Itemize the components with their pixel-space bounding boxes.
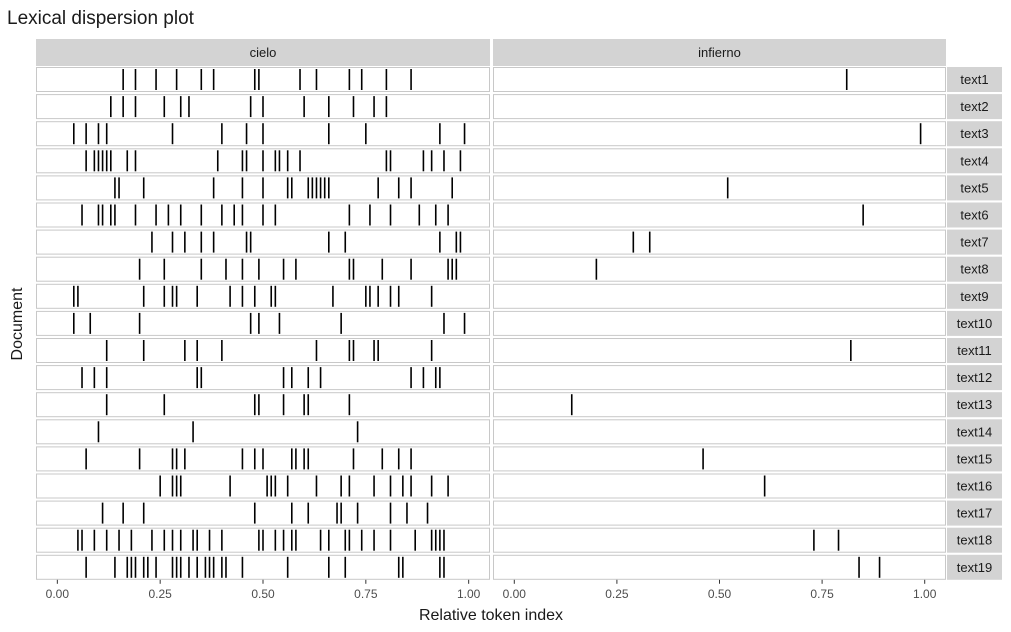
- document-label-text17: text17: [957, 506, 992, 521]
- panel-row: [493, 229, 946, 255]
- panel-row: [493, 175, 946, 201]
- document-strip-text3: [947, 121, 1002, 147]
- x-tick-label: 0.50: [708, 587, 732, 601]
- panel-row: [36, 256, 490, 282]
- panel-row: [36, 419, 490, 445]
- document-strip-text4: [947, 148, 1002, 174]
- panel-row: [36, 310, 490, 336]
- dispersion-marks: [72, 69, 922, 578]
- chart-title: Lexical dispersion plot: [7, 8, 195, 29]
- x-tick-label: 0.25: [605, 587, 629, 601]
- x-tick-label: 0.00: [46, 587, 70, 601]
- document-label-text11: text11: [957, 343, 991, 358]
- document-strip-text16: [947, 473, 1002, 499]
- facet-strip-infierno: [493, 39, 946, 66]
- panel-row: [493, 419, 946, 445]
- facet-label-cielo: cielo: [250, 45, 277, 60]
- panel-row: [493, 446, 946, 472]
- document-strip-text13: [947, 392, 1002, 418]
- panel-row: [36, 365, 490, 391]
- document-strip-text18: [947, 527, 1002, 553]
- document-strip-text8: [947, 256, 1002, 282]
- x-tick-label: 0.25: [148, 587, 172, 601]
- panel-row: [493, 310, 946, 336]
- x-tick-label: 1.00: [457, 587, 481, 601]
- panel-row: [493, 256, 946, 282]
- panel-row: [493, 554, 946, 580]
- document-strip-text6: [947, 202, 1002, 228]
- document-label-text9: text9: [960, 289, 988, 304]
- panel-row: [36, 473, 490, 499]
- document-label-text6: text6: [960, 208, 988, 223]
- document-strip-text17: [947, 500, 1002, 526]
- x-tick-label: 1.00: [913, 587, 937, 601]
- panel-row: [36, 392, 490, 418]
- document-label-text2: text2: [960, 99, 988, 114]
- panel-row: [36, 338, 490, 363]
- document-label-text1: text1: [960, 72, 988, 87]
- document-strip-text19: [947, 554, 1002, 580]
- document-strip-text15: [947, 446, 1002, 472]
- document-label-text14: text14: [957, 424, 992, 439]
- document-strip-text12: [947, 365, 1002, 391]
- document-label-text15: text15: [957, 451, 992, 466]
- document-strip-text14: [947, 419, 1002, 445]
- document-label-text8: text8: [960, 262, 988, 277]
- panel-row: [493, 202, 946, 228]
- panel-row: [493, 148, 946, 174]
- document-label-text5: text5: [960, 180, 988, 195]
- facet-label-infierno: infierno: [698, 45, 741, 60]
- document-label-text18: text18: [957, 533, 992, 548]
- panel-row: [36, 500, 490, 526]
- panel-row: [36, 283, 490, 309]
- document-label-text16: text16: [957, 479, 992, 494]
- x-axes: 0.00 0.25 0.50 0.75 1.00 0.00 0.25 0.50 0.75 1.00: [46, 579, 937, 601]
- x-tick-label: 0.75: [810, 587, 834, 601]
- document-label-text12: text12: [957, 370, 992, 385]
- facet-panels: cielo infierno: [36, 39, 946, 580]
- panel-row: [36, 554, 490, 580]
- panel-row: [493, 527, 946, 553]
- facet-strip-cielo: [36, 39, 490, 66]
- x-tick-label: 0.75: [354, 587, 378, 601]
- document-strip-text1: [947, 67, 1002, 92]
- panel-row: [493, 121, 946, 147]
- panel-row: [493, 94, 946, 120]
- panel-row: [36, 229, 490, 255]
- document-strip-text2: [947, 94, 1002, 120]
- panel-row: [493, 283, 946, 309]
- panel-row: [493, 500, 946, 526]
- document-strip-text9: [947, 283, 1002, 309]
- document-strip-text11: [947, 338, 1002, 363]
- document-label-text7: text7: [960, 235, 988, 250]
- x-tick-label: 0.50: [251, 587, 275, 601]
- document-strip-text7: [947, 229, 1002, 255]
- y-axis-label: Document: [9, 287, 26, 360]
- document-label-text3: text3: [960, 126, 988, 141]
- panel-row: [36, 67, 490, 92]
- x-axis-label: Relative token index: [419, 607, 563, 624]
- document-label-text19: text19: [957, 560, 992, 575]
- panel-row: [493, 338, 946, 363]
- document-strip-text5: [947, 175, 1002, 201]
- document-strips: text1 text2 text3 text4 text5 text6 text7 text8…: [947, 67, 1002, 580]
- document-label-text4: text4: [960, 153, 988, 168]
- panel-row: [493, 67, 946, 92]
- document-label-text10: text10: [957, 316, 992, 331]
- document-strip-text10: [947, 310, 1002, 336]
- document-label-text13: text13: [957, 397, 992, 412]
- x-tick-label: 0.00: [503, 587, 527, 601]
- panel-row: [493, 392, 946, 418]
- panel-row: [493, 365, 946, 391]
- panel-row: [493, 473, 946, 499]
